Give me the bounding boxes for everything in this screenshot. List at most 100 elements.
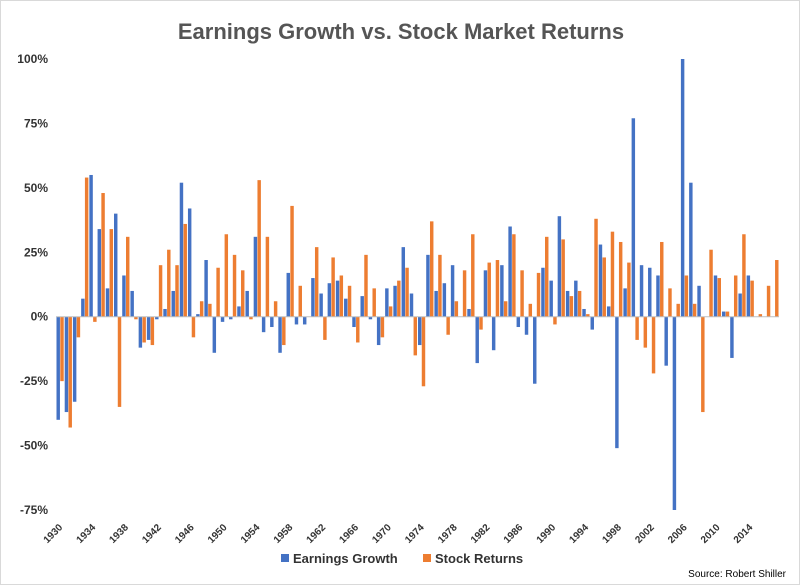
earnings-growth-bar xyxy=(582,308,586,317)
x-tick-label: 1950 xyxy=(206,522,230,546)
earnings-growth-bar xyxy=(574,280,578,317)
earnings-growth-bar xyxy=(475,316,479,364)
stock-returns-bar xyxy=(618,241,623,317)
stock-returns-bar xyxy=(545,236,549,317)
earnings-growth-bar xyxy=(327,283,332,317)
x-tick-label: 1990 xyxy=(535,522,559,546)
stock-returns-bar xyxy=(314,247,319,317)
earnings-growth-bar xyxy=(212,316,217,353)
earnings-growth-bar xyxy=(664,316,668,366)
stock-returns-bar xyxy=(405,267,409,317)
stock-returns-bar xyxy=(347,285,352,317)
stock-returns-bar xyxy=(257,180,261,317)
earnings-growth-bar xyxy=(56,316,60,420)
earnings-growth-bar xyxy=(146,316,151,340)
stock-returns-bar xyxy=(561,239,565,317)
earnings-growth-bar xyxy=(557,216,562,317)
earnings-growth-bar xyxy=(631,118,636,317)
y-tick-label: -75% xyxy=(20,503,48,517)
stock-returns-bar xyxy=(158,265,163,317)
stock-returns-bar xyxy=(232,254,237,317)
stock-returns-bar xyxy=(388,306,393,317)
earnings-growth-bar xyxy=(130,290,134,317)
stock-returns-bar xyxy=(60,316,64,382)
y-tick-label: 25% xyxy=(24,245,48,259)
stock-returns-bar xyxy=(183,223,187,317)
earnings-growth-bar xyxy=(187,208,192,317)
earnings-growth-bar xyxy=(533,316,537,384)
earnings-growth-bar xyxy=(105,288,110,317)
stock-returns-bar xyxy=(191,316,196,338)
stock-returns-bar xyxy=(216,267,220,317)
stock-returns-bar xyxy=(676,303,680,317)
earnings-growth-bar xyxy=(738,293,742,317)
earnings-growth-bar xyxy=(417,316,422,346)
x-tick-label: 1970 xyxy=(370,522,394,546)
stock-returns-bar xyxy=(224,234,229,317)
earnings-growth-bar xyxy=(245,290,249,317)
stock-returns-bar xyxy=(643,316,648,348)
earnings-growth-bar xyxy=(237,306,241,317)
y-tick-label: -25% xyxy=(20,374,48,388)
earnings-growth-bar xyxy=(434,290,438,317)
legend-stock-returns: Stock Returns xyxy=(423,551,523,566)
earnings-growth-bar xyxy=(697,285,701,317)
stock-returns-bar xyxy=(290,205,294,317)
earnings-growth-bar xyxy=(319,293,323,317)
stock-returns-bar xyxy=(265,236,270,317)
earnings-growth-bar xyxy=(491,316,496,351)
earnings-growth-bar xyxy=(500,265,504,317)
stock-returns-bar xyxy=(241,270,245,317)
x-tick-label: 1934 xyxy=(75,522,99,546)
x-tick-label: 1998 xyxy=(600,522,624,546)
stock-returns-bar xyxy=(651,316,656,374)
x-tick-label: 2006 xyxy=(666,522,690,546)
stock-returns-bar xyxy=(717,278,721,317)
x-tick-label: 1974 xyxy=(403,522,427,546)
earnings-growth-bar xyxy=(598,244,603,317)
earnings-growth-bar xyxy=(344,298,348,317)
stock-returns-bar xyxy=(93,316,97,322)
earnings-growth-bar xyxy=(270,316,274,328)
y-tick-label: 0% xyxy=(31,310,49,324)
earnings-growth-bar xyxy=(450,265,455,317)
x-tick-label: 1938 xyxy=(107,522,131,546)
earnings-growth-bar xyxy=(114,213,118,317)
earnings-growth-bar xyxy=(171,290,175,317)
y-tick-label: 50% xyxy=(24,181,48,195)
x-tick-label: 1966 xyxy=(338,522,362,546)
earnings-growth-bar xyxy=(229,316,233,320)
earnings-growth-bar xyxy=(97,229,102,317)
stock-returns-bar xyxy=(487,262,491,317)
stock-returns-bar xyxy=(282,316,286,346)
earnings-growth-bar xyxy=(294,316,299,325)
earnings-growth-bar xyxy=(311,278,315,317)
stock-returns-bar xyxy=(725,311,730,317)
earnings-growth-bar xyxy=(253,236,258,317)
x-axis: 1930 1934 1938 1942 1946 1950 1954 1958 1962 1966… xyxy=(42,522,756,546)
earnings-growth-bar xyxy=(549,280,553,317)
stock-returns-bar xyxy=(273,301,278,317)
x-tick-label: 1946 xyxy=(173,522,197,546)
stock-returns-bar xyxy=(298,285,302,317)
stock-returns-bar xyxy=(397,280,401,317)
stock-returns-bar xyxy=(775,260,779,317)
stock-returns-bar xyxy=(668,288,672,317)
stock-returns-bar xyxy=(553,316,557,325)
stock-returns-bar xyxy=(577,290,582,317)
legend: Earnings Growth Stock Returns xyxy=(281,551,523,566)
earnings-growth-bar xyxy=(721,311,726,317)
y-tick-label: 100% xyxy=(17,52,48,66)
stock-returns-bar xyxy=(684,275,689,317)
stock-returns-bar xyxy=(429,221,434,317)
stock-returns-bar xyxy=(356,316,360,343)
stock-returns-bar xyxy=(709,249,713,317)
earnings-growth-bar xyxy=(409,293,414,317)
earnings-growth-bar xyxy=(138,316,143,348)
stock-returns-bar xyxy=(758,314,763,317)
chart-title: Earnings Growth vs. Stock Market Returns xyxy=(178,19,624,44)
earnings-growth-bar xyxy=(615,316,619,449)
earnings-growth-bar xyxy=(368,316,373,320)
stock-returns-bar xyxy=(660,241,664,317)
